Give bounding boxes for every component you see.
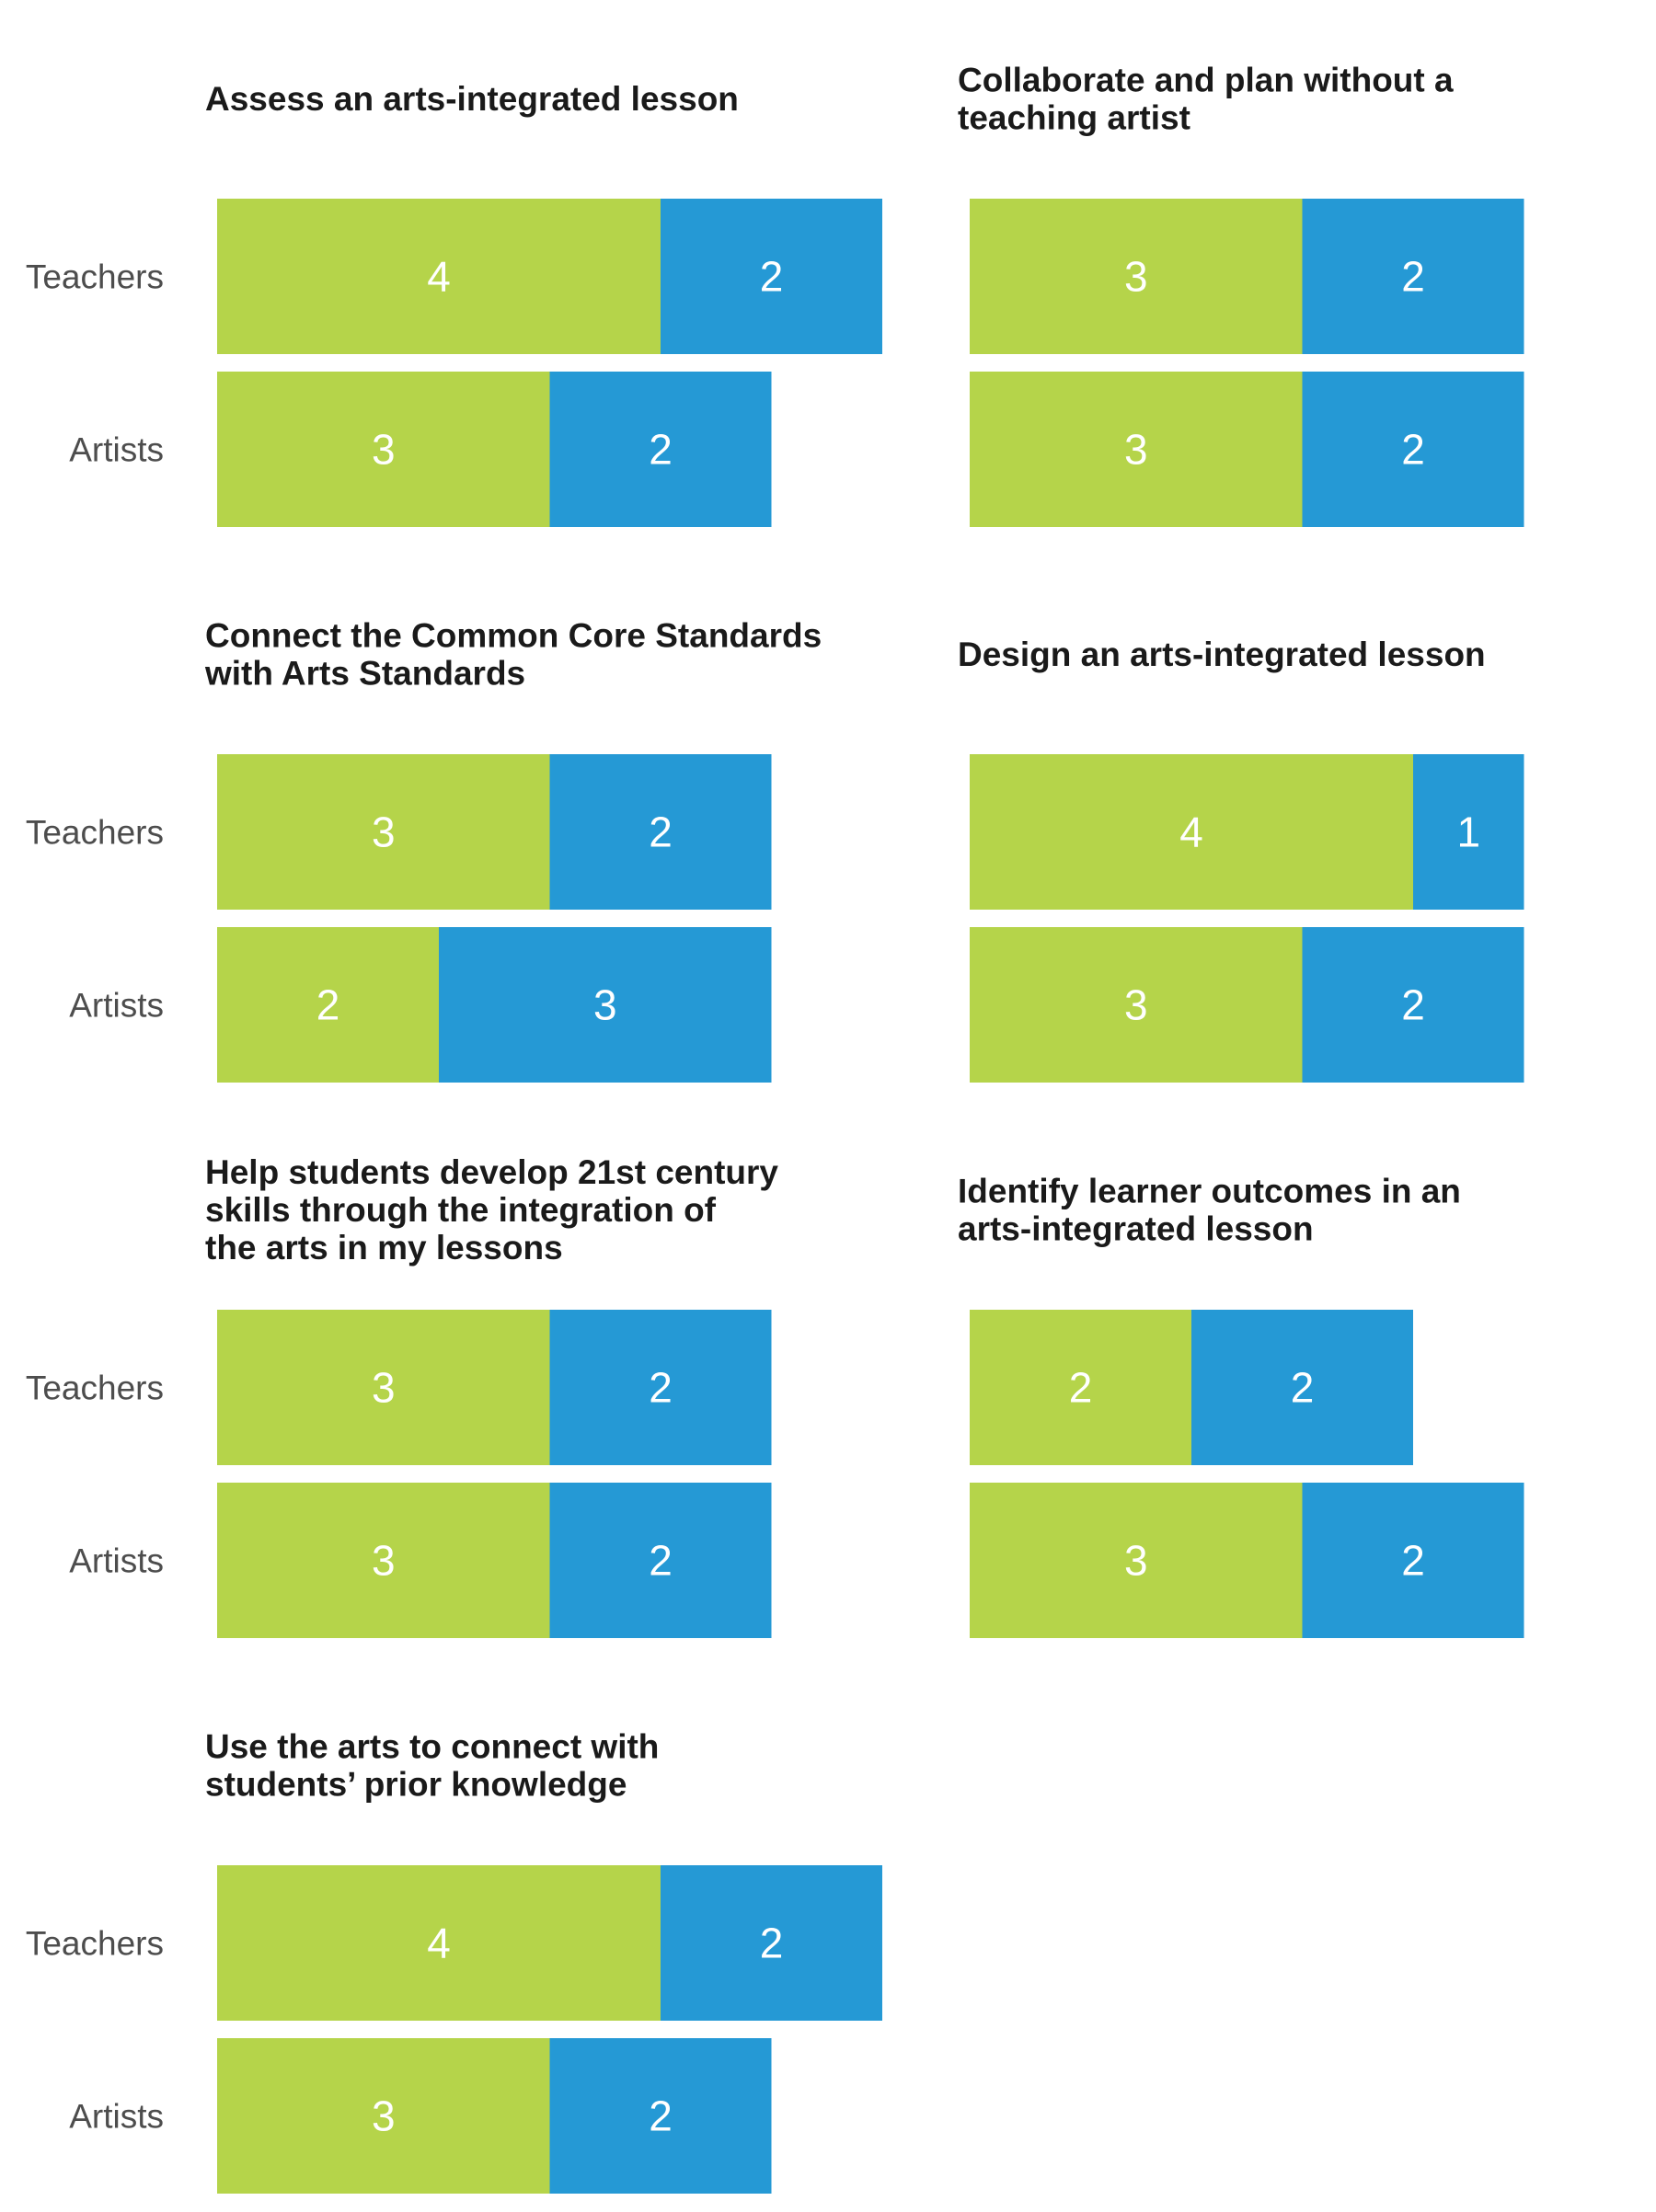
bar-segment <box>217 927 439 1083</box>
bar-segment <box>1302 199 1524 354</box>
row-label-artists: Artists <box>69 431 164 469</box>
bar-segment <box>217 1865 661 2021</box>
data-label: 2 <box>760 1920 784 1967</box>
bar-segment <box>217 1483 550 1638</box>
chart-panel: Use the arts to connect with students’ pr… <box>26 1728 882 2194</box>
chart-panel: Identify learner outcomes in an arts-inte… <box>958 1173 1524 1638</box>
row-label-artists: Artists <box>69 1542 164 1580</box>
data-label: 2 <box>1401 426 1425 474</box>
chart-title: Help students develop 21st century skills… <box>205 1153 778 1266</box>
bar-segment <box>549 2038 772 2194</box>
data-label: 3 <box>372 2092 396 2140</box>
chart-panel: Design an arts-integrated lesson 4 1 3 2 <box>958 636 1524 1083</box>
bar-segment <box>549 1310 772 1465</box>
bar-segment <box>1302 927 1524 1083</box>
data-label: 2 <box>316 981 340 1029</box>
data-label: 3 <box>372 1537 396 1585</box>
bar-segment <box>217 2038 550 2194</box>
row-label-teachers: Teachers <box>26 814 164 852</box>
data-label: 4 <box>1179 808 1203 856</box>
row-label-teachers: Teachers <box>26 1925 164 1963</box>
data-label: 2 <box>1401 253 1425 301</box>
bar-segment <box>970 754 1413 910</box>
bar-segment <box>1302 372 1524 527</box>
data-label: 2 <box>649 1364 673 1412</box>
bar-segment <box>661 1865 882 2021</box>
row-label-teachers: Teachers <box>26 258 164 296</box>
bar-segment <box>970 927 1303 1083</box>
chart-title: Assess an arts-integrated lesson <box>205 80 739 118</box>
chart-title: Connect the Common Core Standards with Ar… <box>204 617 822 693</box>
data-label: 4 <box>427 253 451 301</box>
bar-segment <box>439 927 772 1083</box>
data-label: 2 <box>760 253 784 301</box>
data-label: 1 <box>1456 808 1480 856</box>
data-label: 3 <box>372 426 396 474</box>
chart-title: Use the arts to connect with students’ pr… <box>205 1728 659 1804</box>
bar-segment <box>970 1310 1191 1465</box>
bar-segment <box>549 754 772 910</box>
bar-segment <box>549 372 772 527</box>
data-label: 3 <box>1124 981 1148 1029</box>
chart-panel: Collaborate and plan without a teaching a… <box>958 62 1524 527</box>
chart-panel: Connect the Common Core Standards with Ar… <box>26 617 822 1083</box>
data-label: 2 <box>649 1537 673 1585</box>
data-label: 2 <box>1401 1537 1425 1585</box>
chart-title: Design an arts-integrated lesson <box>958 636 1486 673</box>
data-label: 2 <box>649 808 673 856</box>
chart-panel: Help students develop 21st century skills… <box>26 1153 778 1638</box>
bar-segment <box>970 1483 1303 1638</box>
data-label: 3 <box>372 808 396 856</box>
bar-segment <box>217 754 550 910</box>
data-label: 3 <box>372 1364 396 1412</box>
chart-title: Identify learner outcomes in an arts-inte… <box>958 1173 1461 1248</box>
data-label: 2 <box>649 2092 673 2140</box>
data-label: 2 <box>1069 1364 1093 1412</box>
data-label: 3 <box>1124 1537 1148 1585</box>
bar-segment <box>1191 1310 1413 1465</box>
chart-title: Collaborate and plan without a teaching a… <box>958 62 1454 137</box>
bar-segment <box>217 199 661 354</box>
data-label: 4 <box>427 1920 451 1967</box>
bar-segment <box>217 1310 550 1465</box>
data-label: 3 <box>1124 253 1148 301</box>
row-label-teachers: Teachers <box>26 1370 164 1407</box>
bar-segment <box>970 199 1303 354</box>
data-label: 2 <box>1291 1364 1315 1412</box>
row-label-artists: Artists <box>69 987 164 1025</box>
chart-panel: Assess an arts-integrated lesson Teachers… <box>26 80 882 527</box>
data-label: 3 <box>1124 426 1148 474</box>
row-label-artists: Artists <box>69 2098 164 2136</box>
bar-segment <box>661 199 882 354</box>
bar-segment <box>1413 754 1524 910</box>
bar-segment <box>970 372 1303 527</box>
bar-segment <box>1302 1483 1524 1638</box>
bar-segment <box>549 1483 772 1638</box>
data-label: 2 <box>649 426 673 474</box>
bar-segment <box>217 372 550 527</box>
data-label: 2 <box>1401 981 1425 1029</box>
data-label: 3 <box>593 981 617 1029</box>
